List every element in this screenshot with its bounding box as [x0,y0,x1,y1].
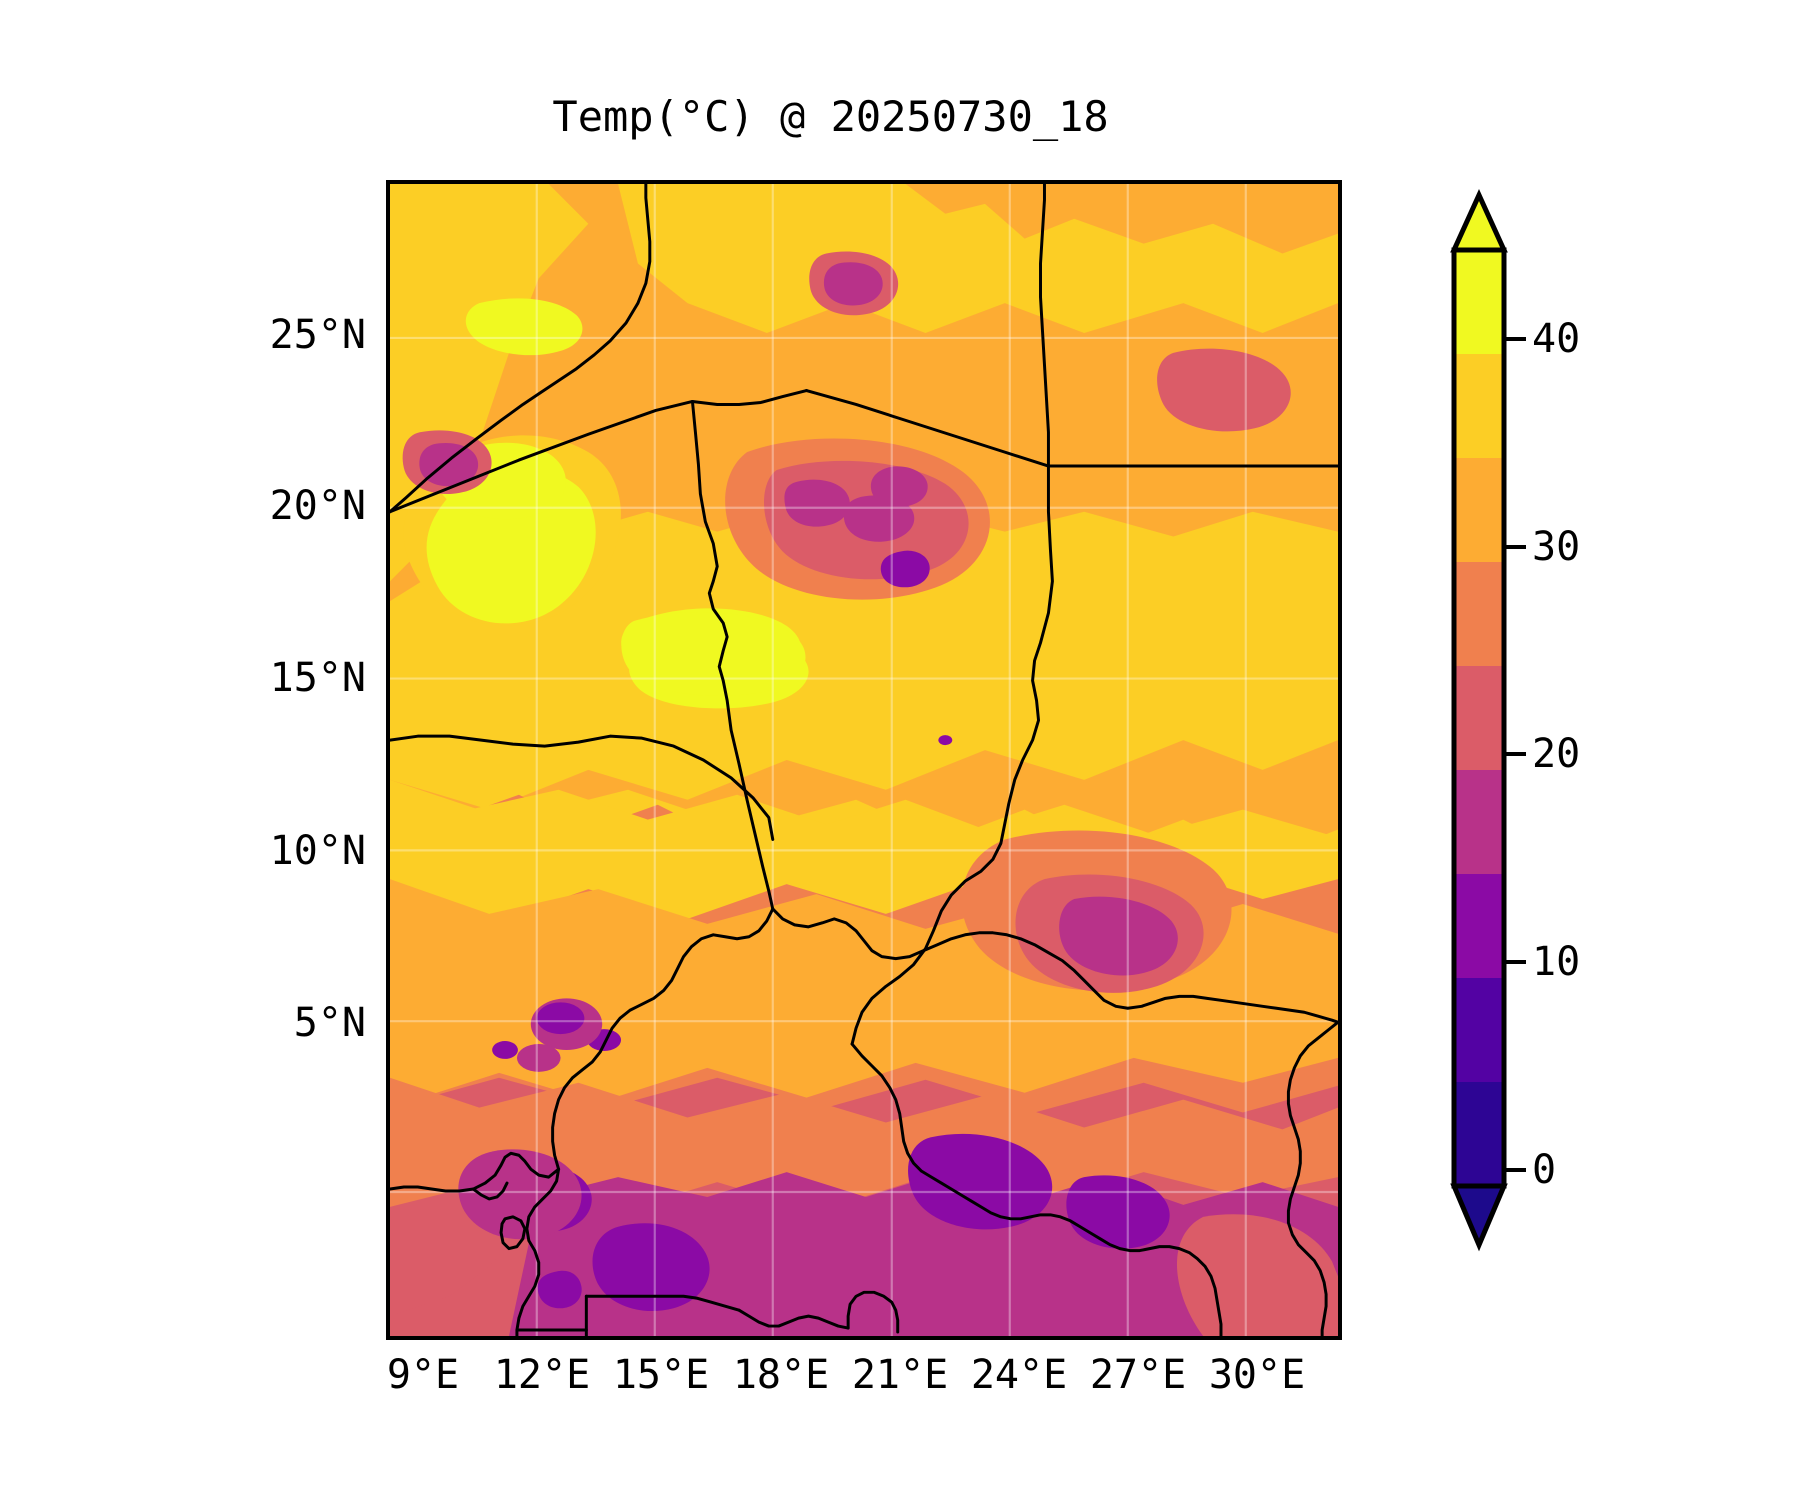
x-tick-label: 24°E [970,1352,1068,1398]
y-tick-label: 25°N [269,312,366,358]
colorbar: 40 30 20 10 0 [1424,180,1724,1340]
colorbar-tick-label: 40 [1532,316,1581,362]
colorbar-tick-label: 0 [1532,1147,1557,1193]
x-tick-label: 27°E [1089,1352,1187,1398]
colorbar-tick-label: 20 [1532,731,1581,777]
title-line-1: Temp(°C) @ 20250730_18 [552,92,1109,141]
x-tick-label: 15°E [612,1352,710,1398]
colorbar-tick-label: 30 [1532,524,1581,570]
y-tick-label: 5°N [293,1000,366,1046]
map-axes [386,180,1342,1340]
x-tick-label: 18°E [732,1352,830,1398]
x-tick-label: 30°E [1208,1352,1306,1398]
y-tick-label: 20°N [269,483,366,529]
x-tick-label: 12°E [493,1352,591,1398]
y-tick-label: 10°N [269,828,366,874]
colorbar-under-arrow [1450,1183,1508,1252]
x-tick-label: 21°E [851,1352,949,1398]
colorbar-gradient [1450,188,1526,1252]
x-tick-label: 9°E [386,1352,460,1398]
temperature-heatmap [390,184,1338,1336]
colorbar-tick-label: 10 [1532,939,1581,985]
country-borders [390,184,1338,1336]
y-tick-label: 15°N [269,655,366,701]
colorbar-over-arrow [1450,188,1508,253]
